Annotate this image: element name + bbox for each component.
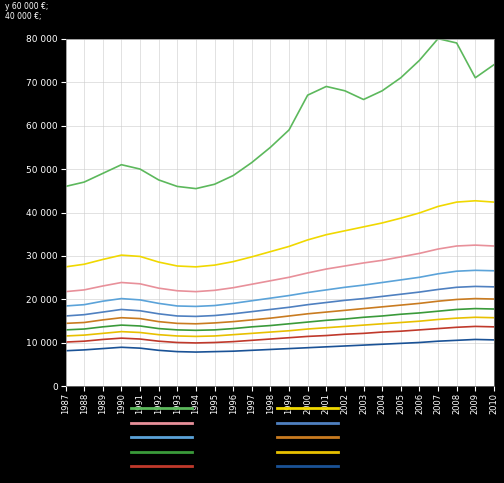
Text: 40 000 €;: 40 000 €; [5, 12, 41, 21]
Text: y 60 000 €;: y 60 000 €; [5, 2, 48, 12]
